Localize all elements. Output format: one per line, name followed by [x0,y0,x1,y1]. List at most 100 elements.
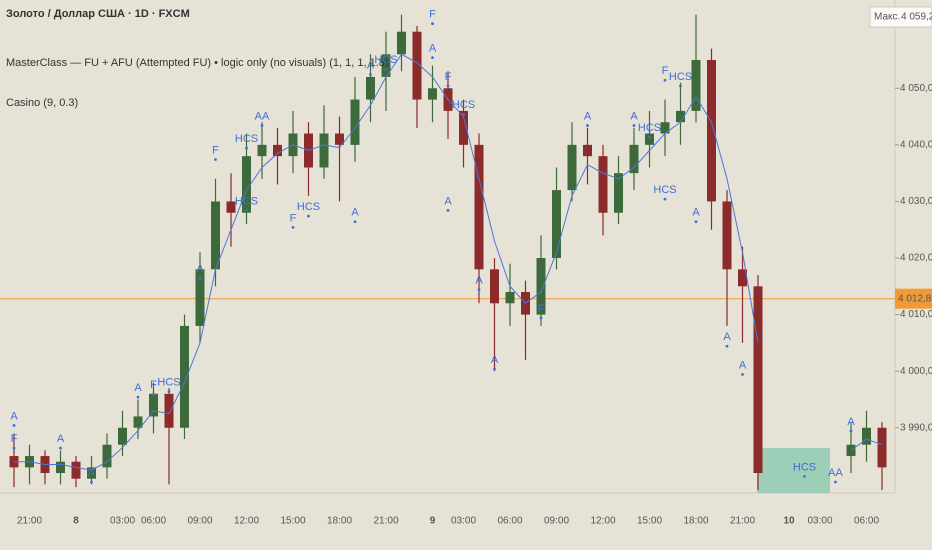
x-tick-label: 15:00 [637,516,662,527]
annotation-dot [167,390,171,393]
x-tick-label: 8 [73,516,79,527]
annotation: HCS [157,376,180,388]
x-tick-label: 06:00 [141,516,166,527]
annotation-dot [369,73,372,77]
annotation: A [491,354,499,366]
candle-body [273,144,282,157]
annotation: A [739,359,747,371]
x-tick-label: 18:00 [683,516,708,527]
annotation: F [429,9,436,21]
candle-body [490,269,499,304]
x-tick-label: 21:00 [730,516,755,527]
annotation-dot [663,78,667,82]
candle-body [226,201,236,213]
candle-body [412,31,422,100]
candle-body [645,133,654,145]
x-tick-label: 03:00 [110,516,135,527]
moving-average [850,438,883,451]
candle-body [350,99,360,145]
annotation-dot [803,474,806,478]
annotation-dot [384,67,388,71]
x-tick-label: 21:00 [373,516,398,527]
candle-body [397,31,406,55]
max-name: Макс. [874,12,900,23]
candle-body [118,427,127,445]
annotation-dot [152,392,155,396]
annotation-dot [477,288,481,292]
annotation-dot [663,197,667,201]
candle-body [707,59,716,202]
annotation: A [134,382,142,394]
candle-body [583,144,592,157]
annotation-dot [307,214,310,218]
annotation-dot [446,209,450,212]
candle-body [738,269,747,287]
candle-body [366,76,375,100]
annotation: A [351,207,359,219]
x-tick-label: 09:00 [187,516,212,527]
annotation: HCS [452,99,475,111]
candle-body [474,144,484,270]
candle-body [629,144,639,174]
annotation: F [212,144,219,156]
y-tick-label: 4 010,00 [900,309,932,320]
annotation: HCS [638,122,661,134]
annotation-dot [260,124,264,127]
y-tick-label: 3 990,00 [900,422,932,433]
annotation: F [150,379,157,391]
chart-title: Золото / Доллар США · 1D · FXCM [6,8,190,20]
annotation: AA [828,467,843,479]
y-tick-label: 4 030,00 [900,196,932,207]
candle-body [164,393,174,428]
candle-body [459,110,468,145]
x-tick-label: 18:00 [327,516,352,527]
annotation-dot [725,344,729,348]
annotation-dot [849,429,853,433]
y-tick-label: 4 020,00 [900,253,932,264]
annotation: AA [255,110,270,122]
annotation-dot [586,124,589,127]
annotation-dot [59,446,62,450]
annotation-dot [136,395,140,399]
x-tick-label: 03:00 [807,516,832,527]
annotation: F [662,65,669,77]
annotation-dot [12,446,16,450]
x-tick-label: 12:00 [234,516,259,527]
annotation: HCS [235,195,258,207]
candle-body [691,59,701,111]
y-tick-label: 4 040,00 [900,139,932,150]
indicator-legend: MasterClass — FU + AFU (Attempted FU) • … [6,57,389,69]
annotation: HCS [374,54,397,66]
annotation: HCS [297,201,320,213]
candle-body [242,156,251,213]
candle-body [877,427,887,468]
candle-body [87,467,96,479]
candle-body [381,54,391,77]
annotation: A [10,410,18,422]
candle-body [149,393,158,417]
annotation: A [196,263,204,275]
candle-body [56,461,65,474]
last-price-label: 4 012,81 [898,293,932,304]
annotation: F [11,433,18,445]
annotation: A [88,467,96,479]
x-tick-label: 06:00 [854,516,879,527]
candle-body [257,144,267,157]
annotation: HCS [235,133,258,145]
x-tick-label: 03:00 [451,516,476,527]
max-box [869,6,932,28]
annotation: F [290,212,297,224]
x-tick-label: 06:00 [497,516,522,527]
annotation-dot [741,373,744,376]
candle-body [102,444,112,468]
annotation: A [475,275,483,287]
annotation-dot [431,56,434,60]
x-tick-label: 15:00 [280,516,305,527]
max-label: 4 059,21 [901,12,932,23]
candle-body [660,122,670,134]
annotation-dot [539,316,543,320]
x-tick-label: 10 [783,516,795,527]
candle-body [676,110,685,123]
y-tick-label: 4 000,00 [900,366,932,377]
